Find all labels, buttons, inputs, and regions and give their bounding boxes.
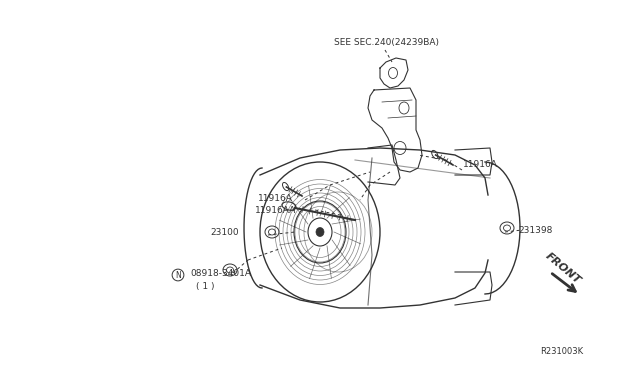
- Text: N: N: [175, 270, 181, 279]
- Text: 23100: 23100: [210, 228, 239, 237]
- Text: 08918-3401A: 08918-3401A: [190, 269, 251, 279]
- Ellipse shape: [316, 228, 324, 237]
- Text: FRONT: FRONT: [543, 250, 582, 286]
- Text: SEE SEC.240(24239BA): SEE SEC.240(24239BA): [334, 38, 439, 46]
- Text: 11916AA: 11916AA: [255, 205, 296, 215]
- Text: 11916A: 11916A: [463, 160, 498, 169]
- Text: R231003K: R231003K: [540, 347, 583, 356]
- Text: 231398: 231398: [518, 225, 552, 234]
- Text: ( 1 ): ( 1 ): [196, 282, 214, 292]
- Text: 11916A: 11916A: [258, 193, 293, 202]
